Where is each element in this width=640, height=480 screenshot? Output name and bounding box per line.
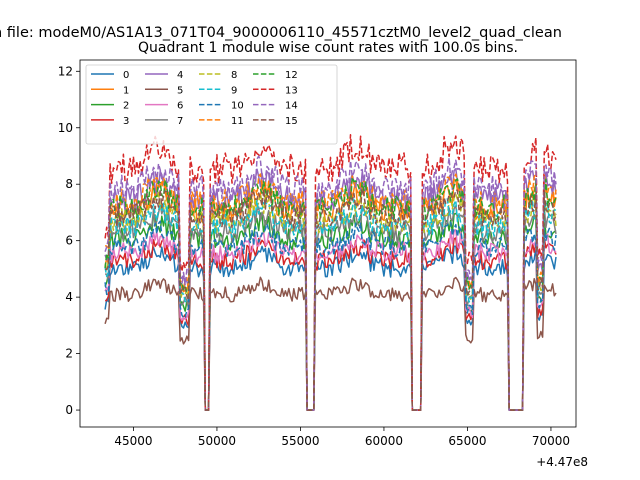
y-tick-label: 8 xyxy=(65,177,73,191)
legend-label-10: 10 xyxy=(231,101,244,112)
legend-label-14: 14 xyxy=(285,101,298,112)
x-tick-label: 60000 xyxy=(365,434,403,448)
x-tick-label: 50000 xyxy=(198,434,236,448)
x-offset-label: +4.47e8 xyxy=(536,455,588,469)
y-tick-label: 4 xyxy=(65,290,73,304)
y-tick-label: 10 xyxy=(58,121,73,135)
x-tick-label: 65000 xyxy=(448,434,486,448)
legend-label-8: 8 xyxy=(231,70,237,81)
legend-label-2: 2 xyxy=(123,101,129,112)
y-tick-label: 0 xyxy=(65,403,73,417)
legend-label-4: 4 xyxy=(177,70,183,81)
x-tick-label: 45000 xyxy=(114,434,152,448)
legend-label-0: 0 xyxy=(123,70,129,81)
legend-label-11: 11 xyxy=(231,116,244,127)
series-line-5 xyxy=(104,276,557,411)
x-tick-label: 55000 xyxy=(281,434,319,448)
legend-label-6: 6 xyxy=(177,101,183,112)
legend-label-9: 9 xyxy=(231,85,237,96)
legend-label-3: 3 xyxy=(123,116,129,127)
legend-label-5: 5 xyxy=(177,85,183,96)
series-line-6 xyxy=(104,228,557,411)
figure-suptitle: n file: modeM0/AS1A13_071T04_9000006110_… xyxy=(0,25,562,41)
series-line-0 xyxy=(104,245,557,411)
series-line-3 xyxy=(105,237,557,411)
series-line-15 xyxy=(104,188,557,411)
axes-frame xyxy=(79,59,577,428)
legend-label-15: 15 xyxy=(285,116,298,127)
x-tick-label: 70000 xyxy=(532,434,570,448)
legend-label-7: 7 xyxy=(177,116,183,127)
series-line-11 xyxy=(104,170,557,411)
legend-label-1: 1 xyxy=(123,85,129,96)
y-tick-label: 6 xyxy=(65,234,73,248)
y-tick-label: 2 xyxy=(65,347,73,361)
legend-label-13: 13 xyxy=(285,85,298,96)
legend-label-12: 12 xyxy=(285,70,298,81)
series-line-10 xyxy=(104,220,557,411)
series-line-13 xyxy=(104,134,557,411)
chart-title: Quadrant 1 module wise count rates with … xyxy=(138,40,518,56)
y-tick-label: 12 xyxy=(58,64,73,78)
